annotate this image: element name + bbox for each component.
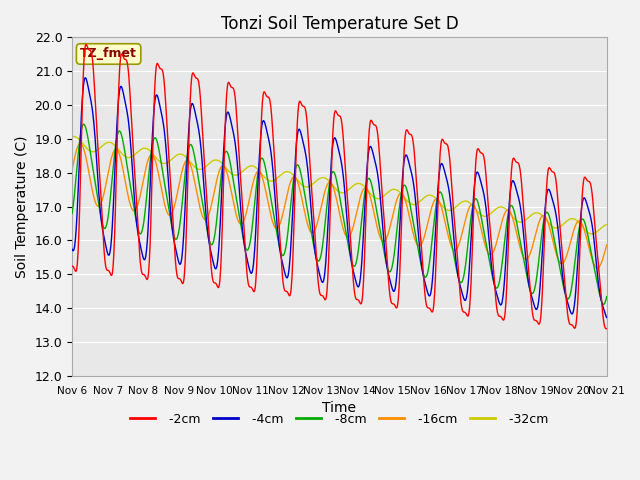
Title: Tonzi Soil Temperature Set D: Tonzi Soil Temperature Set D	[221, 15, 458, 33]
X-axis label: Time: Time	[323, 401, 356, 415]
Y-axis label: Soil Temperature (C): Soil Temperature (C)	[15, 135, 29, 278]
Legend:  -2cm,  -4cm,  -8cm,  -16cm,  -32cm: -2cm, -4cm, -8cm, -16cm, -32cm	[125, 408, 554, 431]
Text: TZ_fmet: TZ_fmet	[80, 48, 137, 60]
